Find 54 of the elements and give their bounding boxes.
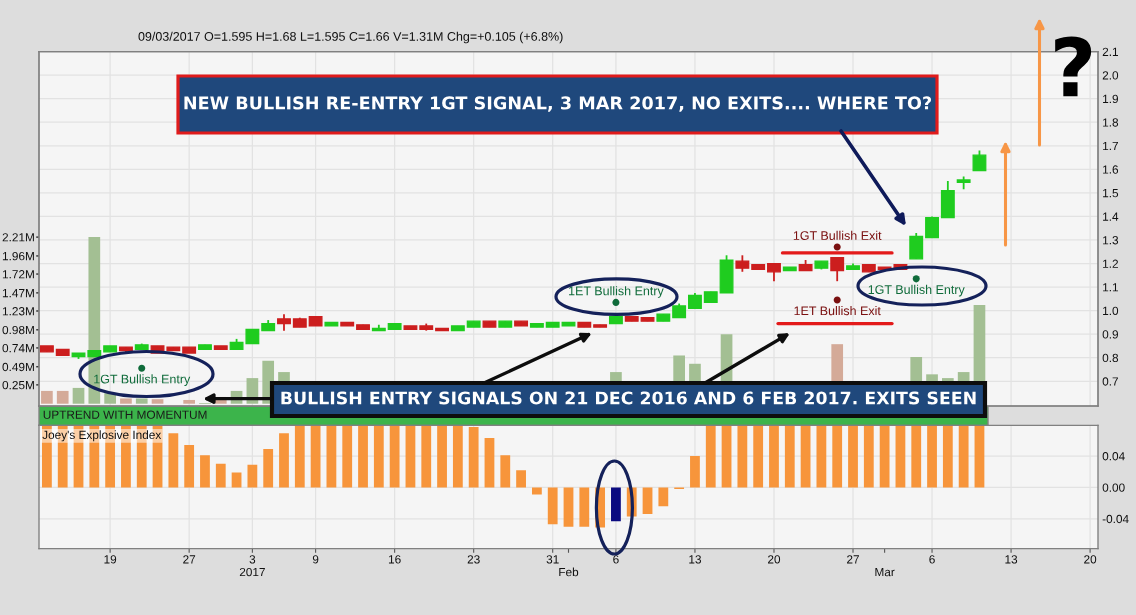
text: UPTREND WITH MOMENTUM xyxy=(43,410,207,419)
y-tick-label: 1.2 xyxy=(1103,259,1118,268)
x-tick-label: 13 xyxy=(689,555,701,564)
x-tick-label: 27 xyxy=(847,555,859,564)
series-label: 1ET Bullish Exit xyxy=(794,306,881,316)
y-tick-label: 1.7 xyxy=(1103,141,1118,151)
y-tick-label: 1.5 xyxy=(1103,189,1119,198)
annotation: NEW BULLISH RE-ENTRY 1GT SIGNAL, 3 MAR 2017, NO EXITS.... WHERE TO? xyxy=(184,96,932,112)
y2-tick-label: 0.49M xyxy=(2,362,34,372)
y2-tick-label: 1.96M xyxy=(2,251,34,261)
annotation: BULLISH ENTRY SIGNALS ON 21 DEC 2016 AND 6 FEB 2017. EXITS SEEN xyxy=(281,391,976,405)
x-tick-label: 19 xyxy=(104,555,117,564)
chart-subtitle: 09/03/2017 O=1.595 H=1.68 L=1.595 C=1.66 V=1.31M Chg=+0.105 (+6.8%) xyxy=(138,31,563,44)
text: 1GT Bullish Entry xyxy=(868,284,965,297)
x-tick-label: 31 xyxy=(546,555,559,564)
x-tick-label: 13 xyxy=(1005,555,1018,564)
y-tick-label: 2.0 xyxy=(1102,71,1119,80)
y2-tick-label: 0.98M xyxy=(2,325,34,335)
y2-tick-label: 1.23M xyxy=(2,307,34,316)
y-tick-label: 1.3 xyxy=(1103,236,1119,245)
x-tick-label: 20 xyxy=(1084,555,1097,564)
annotation: Joey's Explosive Index xyxy=(42,430,162,442)
x-tick-label: 6 xyxy=(613,555,619,564)
y-tick-label: -0.04 xyxy=(1102,514,1129,524)
y-tick-label: 1.4 xyxy=(1103,212,1119,221)
y2-tick-label: 0.25M xyxy=(2,380,34,390)
y2-tick-label: 1.47M xyxy=(2,289,34,298)
y-tick-label: 1.8 xyxy=(1103,118,1119,127)
annotation: ? xyxy=(1055,36,1092,97)
x-tick-label: Feb xyxy=(559,567,579,577)
series-label: 1GT Bullish Exit xyxy=(793,230,882,240)
x-tick-label: 27 xyxy=(183,555,196,564)
y-tick-label: 0.04 xyxy=(1102,452,1125,461)
y-tick-label: 2.1 xyxy=(1102,47,1118,56)
y-tick-label: 1.0 xyxy=(1103,306,1119,316)
y2-tick-label: 0.74M xyxy=(2,343,34,353)
x-tick-label: 16 xyxy=(388,555,401,564)
y2-tick-label: 2.21M xyxy=(2,233,34,242)
x-tick-label: 3 2017 xyxy=(239,555,265,577)
x-tick-label: 9 xyxy=(312,555,319,564)
x-tick-label: 20 xyxy=(768,555,781,564)
y-tick-label: 0.7 xyxy=(1102,377,1118,386)
y-tick-label: 0.00 xyxy=(1102,483,1125,492)
series-label: 1GT Bullish Entry xyxy=(94,374,191,386)
x-tick-label: 6 xyxy=(929,555,935,564)
x-tick-label: 23 xyxy=(467,555,480,564)
y2-tick-label: 1.72M xyxy=(2,270,34,279)
y-tick-label: 1.6 xyxy=(1103,165,1119,174)
x-tick-label: Mar xyxy=(875,568,895,577)
y-tick-label: 1.9 xyxy=(1103,94,1119,104)
y-tick-label: 1.1 xyxy=(1103,283,1118,292)
y-tick-label: 0.9 xyxy=(1102,330,1119,339)
series-label: 1ET Bullish Entry xyxy=(569,286,664,298)
y-tick-label: 0.8 xyxy=(1102,353,1119,363)
